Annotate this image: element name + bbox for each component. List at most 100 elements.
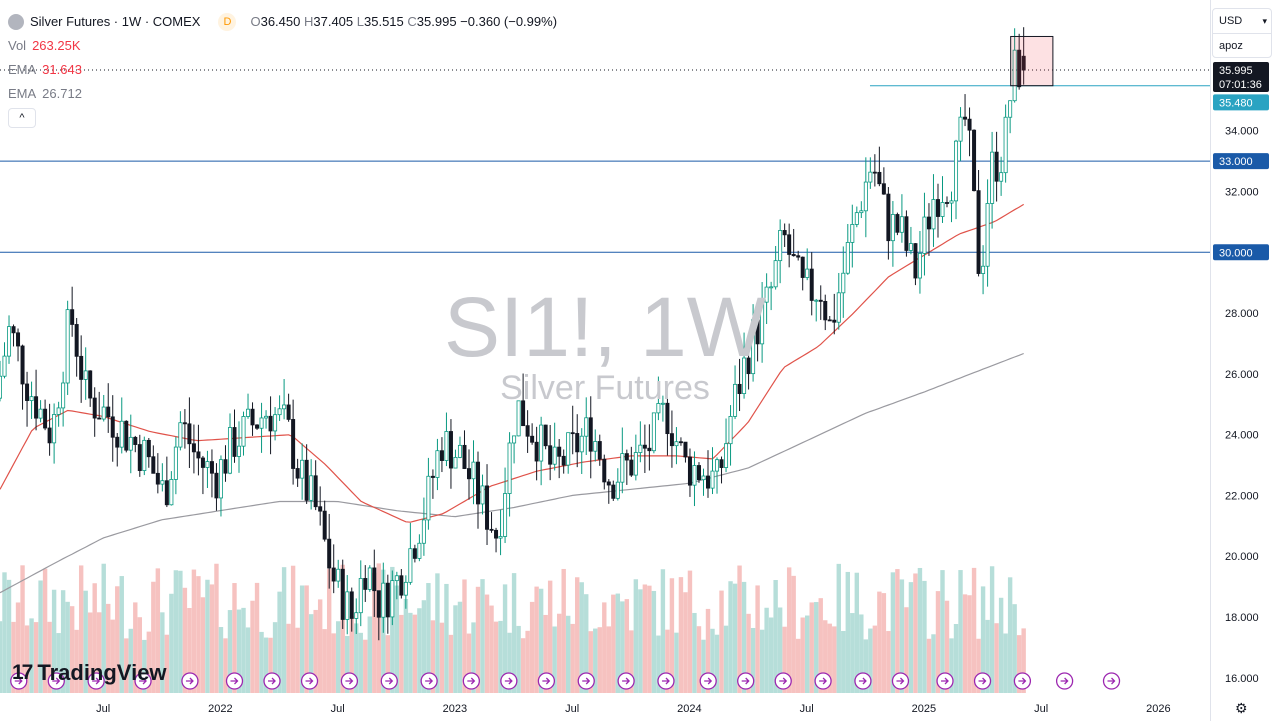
event-arrow-icon: [542, 677, 551, 685]
event-arrow-icon: [305, 677, 314, 685]
volume-bar: [570, 623, 575, 693]
x-tick-label: Jul: [565, 703, 579, 715]
candle-body: [895, 214, 900, 233]
volume-bar: [142, 639, 147, 693]
low-value: 35.515: [364, 14, 404, 29]
candle-body: [751, 319, 756, 375]
volume-bar: [200, 597, 206, 693]
countdown-tag: 07:01:36: [1219, 79, 1262, 91]
scale-mode-select[interactable]: apoz ▾: [1213, 16, 1271, 58]
volume-bar: [137, 617, 142, 693]
tradingview-logo[interactable]: 17 TradingView: [12, 660, 167, 686]
volume-bar: [484, 594, 490, 693]
candle-body: [773, 260, 778, 288]
candle-body: [218, 459, 223, 499]
candle-body: [958, 116, 963, 142]
price-axis[interactable]: 16.000 18.000 20.000 22.000 24.000 26.000 28.0…: [1210, 0, 1277, 721]
candle-body: [778, 230, 783, 262]
volume-bar: [78, 565, 84, 693]
collapse-legend-button[interactable]: ^: [8, 108, 36, 128]
volume-bar: [92, 583, 97, 693]
candle-body: [769, 286, 774, 289]
volume-bar: [750, 627, 756, 693]
volume-bar: [187, 607, 192, 693]
candle-body: [701, 475, 706, 481]
candle-body: [268, 415, 273, 432]
volume-bar: [615, 593, 621, 693]
volume-bar: [692, 612, 697, 693]
ohlc-values: O36.450 H37.405 L35.515 C35.995 −0.360 (…: [250, 10, 557, 34]
volume-bar: [173, 570, 179, 693]
candle-body: [340, 568, 345, 620]
candle-body: [656, 403, 661, 414]
candle-body: [796, 255, 801, 258]
candle-body: [836, 292, 841, 323]
volume-bar: [390, 566, 395, 693]
volume-bar: [1016, 635, 1022, 693]
candle-body: [25, 383, 30, 401]
candle-body: [92, 397, 97, 419]
currency-scale-selector[interactable]: USD apoz ▾: [1212, 8, 1272, 58]
volume-bar: [457, 601, 463, 693]
volume-bar: [660, 569, 666, 693]
candle-body: [516, 400, 521, 437]
volume-bar: [696, 626, 702, 693]
ema-fast-line: [0, 203, 1025, 523]
symbol-legend-row[interactable]: Silver Futures · 1W · COMEX D O36.450 H3…: [8, 10, 557, 34]
volume-bar: [814, 602, 819, 693]
candle-body: [557, 446, 562, 457]
volume-bar: [836, 563, 841, 693]
candle-body: [358, 578, 363, 614]
candle-body: [106, 406, 111, 418]
candle-body: [602, 458, 607, 483]
volume-bar: [809, 602, 814, 693]
symbol-title[interactable]: Silver Futures · 1W · COMEX: [30, 14, 201, 29]
volume-bar: [511, 573, 517, 693]
delay-badge[interactable]: D: [218, 13, 237, 31]
volume-bar: [182, 587, 188, 693]
candle-body: [88, 370, 93, 399]
candle-body: [926, 216, 931, 230]
ema-fast-legend-row[interactable]: EMA 31.643: [8, 58, 557, 82]
event-arrow-icon: [185, 677, 194, 685]
ema-slow-legend-row[interactable]: EMA 26.712: [8, 82, 557, 106]
open-label: O: [250, 14, 261, 29]
candle-body: [678, 441, 683, 444]
x-tick-label: Jul: [1034, 703, 1048, 715]
candle-body: [994, 151, 999, 182]
event-arrow-icon: [268, 677, 276, 685]
volume-legend-row[interactable]: Vol 263.25K: [8, 34, 557, 58]
volume-bar: [38, 580, 43, 693]
candle-body: [967, 118, 972, 131]
event-arrow-icon: [345, 677, 354, 685]
x-tick-label: 2025: [912, 703, 936, 715]
volume-bar: [606, 626, 611, 693]
event-arrow-icon: [1060, 677, 1069, 685]
volume-bar: [345, 635, 350, 693]
volume-bar: [317, 599, 323, 693]
volume-bar: [620, 601, 625, 693]
volume-bar: [299, 585, 305, 693]
candle-body: [620, 453, 625, 483]
candle-body: [575, 433, 580, 453]
volume-bar: [74, 629, 79, 693]
volume-bar: [354, 623, 359, 693]
candle-body: [119, 420, 124, 448]
candle-body: [845, 242, 850, 274]
candle-body: [29, 396, 34, 401]
volume-bar: [259, 631, 264, 693]
candle-body: [403, 581, 408, 596]
currency-select[interactable]: USD: [1213, 9, 1271, 33]
candle-body: [205, 461, 210, 468]
event-arrow-icon: [741, 677, 750, 685]
volume-bar: [493, 621, 499, 693]
volume-bar: [998, 597, 1004, 693]
volume-bar: [313, 609, 318, 693]
volume-bar: [854, 572, 860, 693]
volume-bar: [15, 602, 21, 693]
volume-bar: [832, 626, 837, 693]
gear-icon[interactable]: ⚙: [1235, 700, 1248, 716]
ema-slow-label: EMA: [8, 86, 37, 101]
candle-body: [209, 461, 214, 474]
